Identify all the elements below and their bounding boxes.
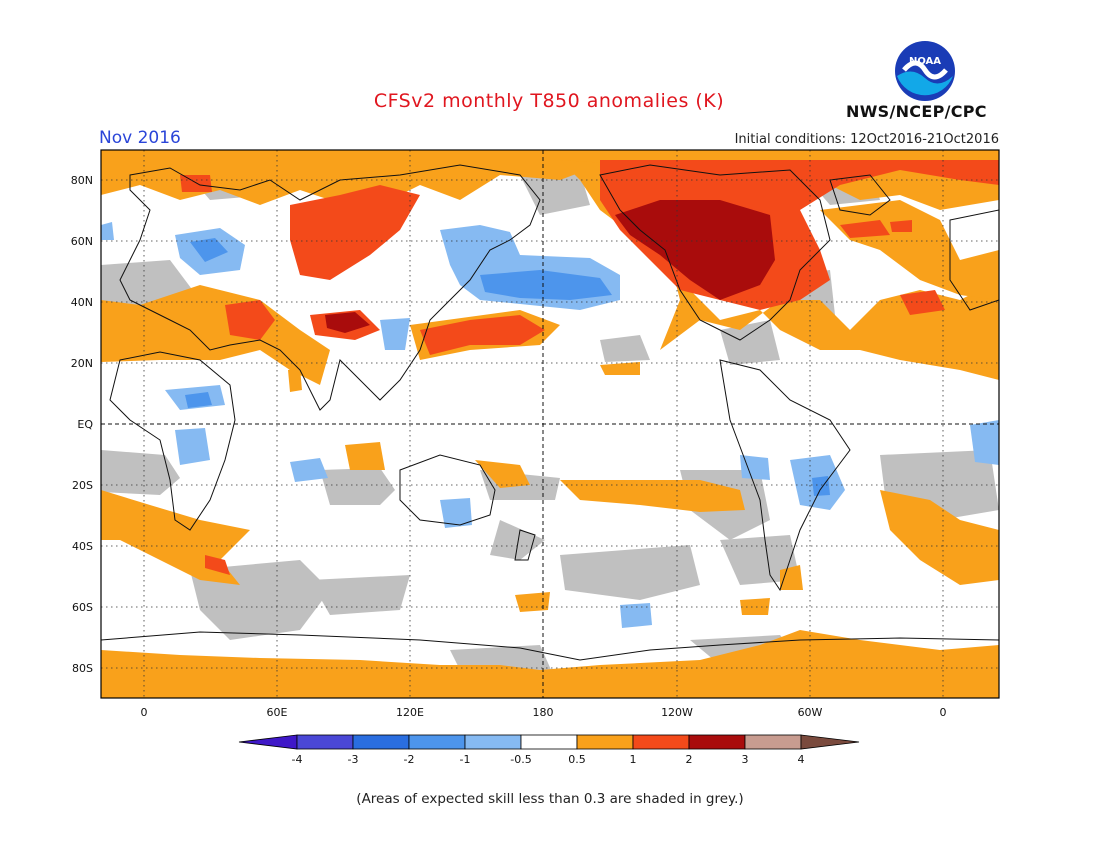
- agency-label: NWS/NCEP/CPC: [846, 102, 987, 121]
- lon-label: 120W: [661, 706, 693, 719]
- skill-footnote: (Areas of expected skill less than 0.3 a…: [356, 791, 744, 807]
- colorbar-arrow-low: [238, 734, 298, 750]
- lon-label: 0: [940, 706, 947, 719]
- lat-label: 80S: [72, 662, 93, 675]
- colorbar-box: [296, 734, 354, 750]
- colorbar-box: [632, 734, 690, 750]
- anomaly-2-to-3: [325, 200, 775, 333]
- colorbar-box: [408, 734, 466, 750]
- lat-label: 60N: [71, 235, 93, 248]
- lat-label: 20N: [71, 357, 93, 370]
- colorbar-box: [744, 734, 802, 750]
- colorbar-label: -3: [348, 753, 359, 766]
- colorbar-label: -1: [460, 753, 471, 766]
- colorbar-label: 2: [686, 753, 693, 766]
- lat-label: 60S: [72, 601, 93, 614]
- map-title: CFSv2 monthly T850 anomalies (K): [373, 90, 725, 112]
- lon-label: 0: [141, 706, 148, 719]
- lon-label: 120E: [396, 706, 424, 719]
- colorbar: -4 -3 -2 -1 -0.5 0.5 1 2 3 4: [238, 734, 860, 766]
- noaa-logo: NOAA: [895, 41, 955, 101]
- colorbar-box: [520, 734, 578, 750]
- lat-label: EQ: [77, 418, 93, 431]
- graticule: [101, 150, 999, 698]
- map-frame: [100, 149, 1000, 699]
- colorbar-label: 1: [630, 753, 637, 766]
- lat-label: 80N: [71, 174, 93, 187]
- reference-lines: [101, 150, 999, 698]
- longitude-labels: 0 60E 120E 180 120W 60W 0: [141, 706, 947, 719]
- lat-label: 40N: [71, 296, 93, 309]
- logo-text: NOAA: [909, 56, 941, 67]
- lon-label: 60E: [267, 706, 288, 719]
- colorbar-label: -0.5: [510, 753, 531, 766]
- colorbar-label: 0.5: [568, 753, 586, 766]
- forecast-month: Nov 2016: [99, 128, 181, 148]
- colorbar-box: [576, 734, 634, 750]
- lat-label: 40S: [72, 540, 93, 553]
- initial-conditions: Initial conditions: 12Oct2016-21Oct2016: [734, 132, 999, 147]
- lon-label: 180: [533, 706, 554, 719]
- colorbar-arrow-high: [800, 734, 860, 750]
- colorbar-box: [688, 734, 746, 750]
- anomaly-neg2-to-neg1: [185, 238, 830, 496]
- colorbar-label: -4: [292, 753, 303, 766]
- latitude-labels: 80N 60N 40N 20N EQ 20S 40S 60S 80S: [71, 174, 94, 675]
- anomaly-field: [101, 150, 999, 698]
- lat-label: 20S: [72, 479, 93, 492]
- lon-label: 60W: [798, 706, 823, 719]
- colorbar-label: 3: [742, 753, 749, 766]
- colorbar-box: [352, 734, 410, 750]
- colorbar-box: [464, 734, 522, 750]
- colorbar-label: 4: [798, 753, 805, 766]
- colorbar-label: -2: [404, 753, 415, 766]
- low-skill-areas: [101, 165, 999, 690]
